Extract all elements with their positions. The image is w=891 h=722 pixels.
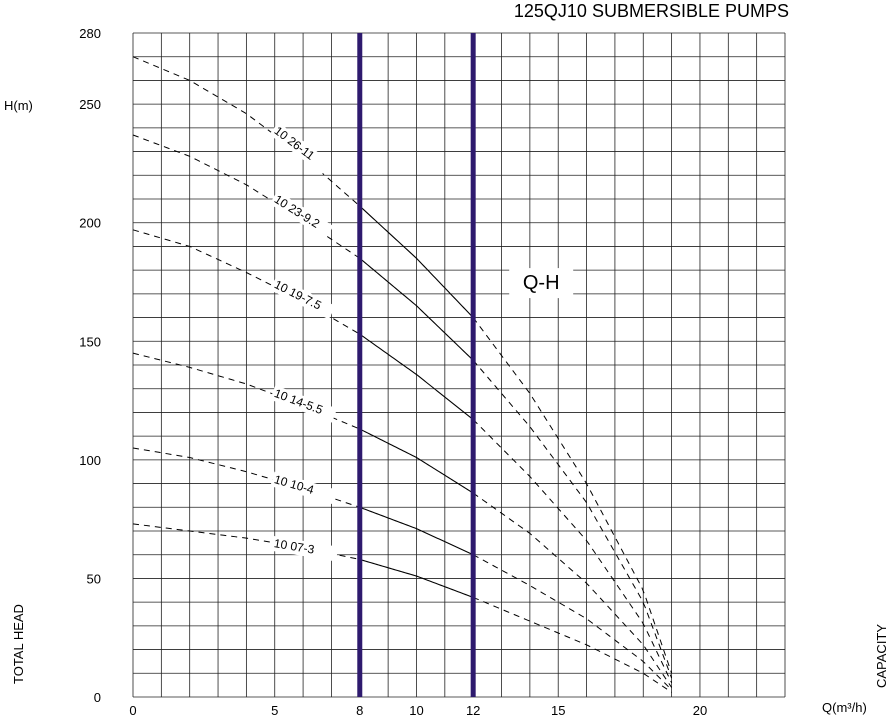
x-tick-label: 0 <box>129 703 136 718</box>
curve-label-group: 10 23-9.2 <box>269 191 334 239</box>
series-line-solid <box>359 257 474 361</box>
y-tick-label: 250 <box>79 97 101 112</box>
curve-labels: 10 26-11 10 23-9.2 10 19-7.5 10 14-5.5 10 10… <box>269 122 339 562</box>
x-tick-label: 15 <box>551 703 565 718</box>
grid <box>132 32 786 698</box>
series-line-dashed-right <box>472 419 673 683</box>
qh-label: Q-H <box>523 272 560 294</box>
curve-label-group: 10 19-7.5 <box>269 276 336 320</box>
y-tick-label: 280 <box>79 26 101 41</box>
x-tick-label: 20 <box>693 703 707 718</box>
series-line-dashed-right <box>472 492 673 688</box>
curve-label-background <box>269 122 332 175</box>
series-line-solid <box>359 506 474 556</box>
series-line-dashed-right <box>472 554 672 691</box>
qh-label-group: Q-H <box>509 268 574 299</box>
series-line-solid <box>359 333 474 420</box>
x-tick-label: 5 <box>271 703 278 718</box>
x-tick-label: 12 <box>466 703 480 718</box>
y-axis-title: TOTAL HEAD <box>11 604 26 684</box>
curve-label: 10 07-3 <box>273 536 316 557</box>
y-tick-label: 100 <box>79 453 101 468</box>
series-line-solid <box>359 428 474 494</box>
series-line-solid <box>359 558 474 598</box>
curve-label-background <box>269 276 336 320</box>
curve-label-background <box>270 385 338 423</box>
y-tick-label: 200 <box>79 216 101 231</box>
y-axis-unit-label: H(m) <box>4 98 33 113</box>
curve-label-group: 10 10-4 <box>270 471 338 505</box>
series-line-solid <box>359 205 474 318</box>
series-line-dashed-left <box>132 229 361 335</box>
x-axis-title: CAPACITY <box>874 624 889 688</box>
curve-label-background <box>270 535 339 562</box>
curve-label-group: 10 07-3 <box>270 535 339 562</box>
curve-label-background <box>269 191 334 239</box>
curve-label: 10 10-4 <box>273 472 316 497</box>
series-line-dashed-right <box>472 596 672 693</box>
chart-title: 125QJ10 SUBMERSIBLE PUMPS <box>514 1 789 21</box>
series-line-dashed-right <box>472 317 673 674</box>
curve-label: 10 19-7.5 <box>272 277 324 312</box>
operating-range <box>357 33 476 697</box>
x-axis-unit-label: Q(m³/h) <box>822 700 867 715</box>
curve-label-group: 10 26-11 <box>269 122 332 175</box>
qh-label-background <box>509 268 574 299</box>
curve-label-background <box>270 471 338 505</box>
series-line-dashed-right <box>472 359 673 679</box>
x-tick-label: 10 <box>409 703 423 718</box>
curves <box>132 56 673 693</box>
curve-label: 10 26-11 <box>272 124 318 163</box>
curve-label: 10 23-9.2 <box>272 192 323 231</box>
x-tick-label: 8 <box>356 703 363 718</box>
series-line-dashed-left <box>132 447 360 508</box>
y-tick-label: 150 <box>79 334 101 349</box>
y-tick-label: 0 <box>94 690 101 705</box>
y-tick-label: 50 <box>87 571 101 586</box>
curve-label-group: 10 14-5.5 <box>270 385 338 423</box>
